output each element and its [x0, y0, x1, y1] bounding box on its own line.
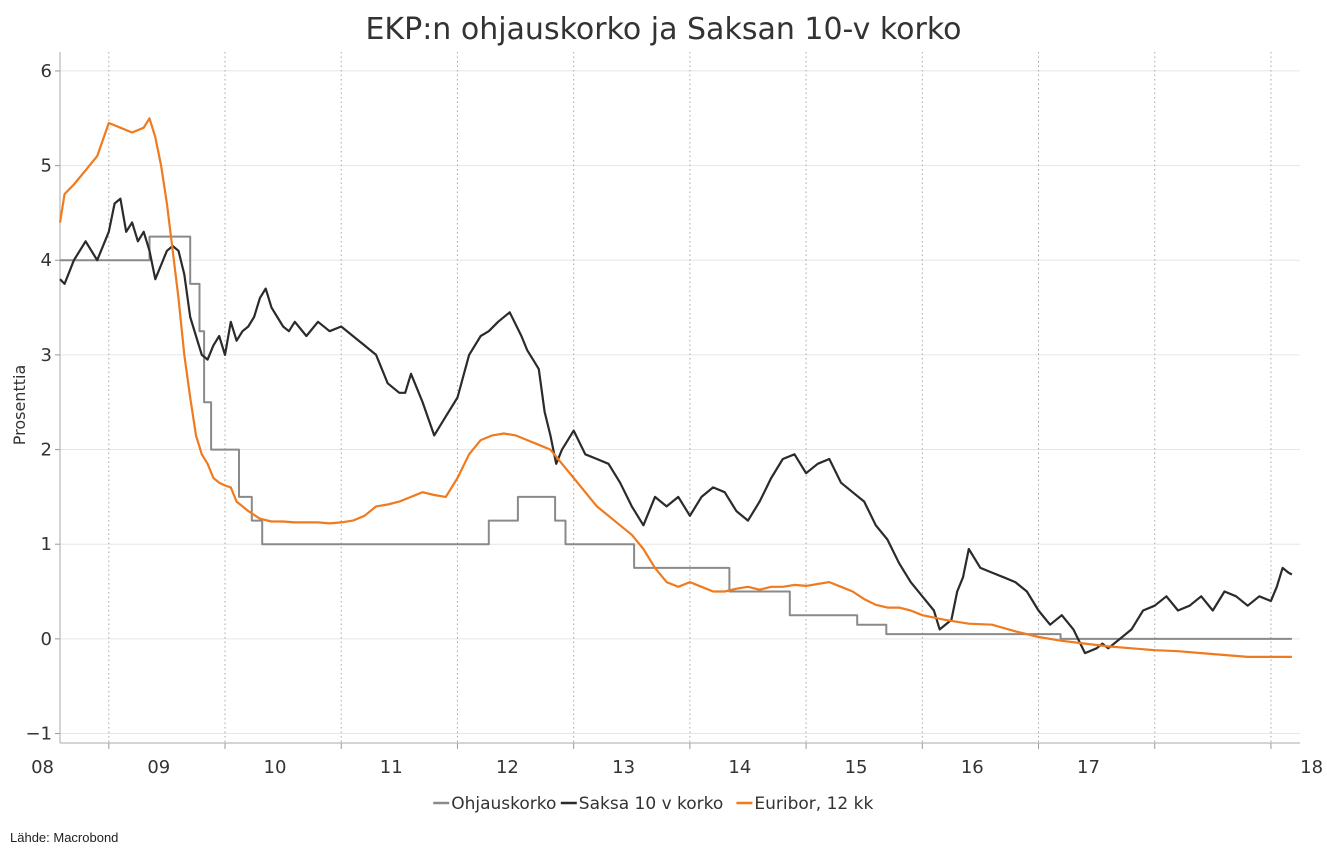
- axes: [55, 52, 1300, 749]
- y-tick-label: 1: [41, 534, 52, 555]
- x-tick-label: 14: [728, 757, 751, 778]
- series-line-ohjauskorko: [60, 235, 1292, 640]
- x-tick-label: 17: [1077, 757, 1100, 778]
- legend-label: Ohjauskorko: [451, 794, 556, 814]
- y-axis-label: Prosenttia: [10, 365, 29, 446]
- x-tick-label: 18: [1300, 757, 1323, 778]
- y-tick-label: −1: [25, 724, 52, 745]
- series-lines: [58, 117, 1293, 658]
- x-tick-labels: 08 09 10 11 12 13 14 15 16 17 18: [31, 757, 1323, 778]
- y-tick-labels: −1 0 1 2 3 4 5 6: [25, 61, 52, 745]
- legend: Ohjauskorko Saksa 10 v korko Euribor, 12 k…: [433, 794, 873, 814]
- y-tick-label: 0: [41, 629, 52, 650]
- x-tick-label: 11: [380, 757, 403, 778]
- x-tick-label: 10: [264, 757, 287, 778]
- x-tick-label: 15: [845, 757, 868, 778]
- series-line-saksa-10-v-korko: [59, 197, 1293, 655]
- grid-lines: [60, 70, 1300, 735]
- series-line-euribor-12-kk: [58, 117, 1292, 658]
- y-tick-label: 5: [41, 156, 52, 177]
- y-tick-label: 4: [41, 250, 52, 271]
- y-tick-label: 6: [41, 61, 52, 82]
- chart-title: EKP:n ohjauskorko ja Saksan 10-v korko: [365, 12, 962, 47]
- legend-label: Euribor, 12 kk: [754, 794, 873, 814]
- y-tick-label: 2: [41, 440, 52, 461]
- legend-label: Saksa 10 v korko: [579, 794, 724, 814]
- x-tick-label: 12: [496, 757, 519, 778]
- x-tick-label: 09: [147, 757, 170, 778]
- source-note: Lähde: Macrobond: [10, 830, 119, 845]
- y-tick-label: 3: [41, 345, 52, 366]
- x-tick-label: 16: [961, 757, 984, 778]
- x-tick-label: 13: [612, 757, 635, 778]
- x-tick-label: 08: [31, 757, 54, 778]
